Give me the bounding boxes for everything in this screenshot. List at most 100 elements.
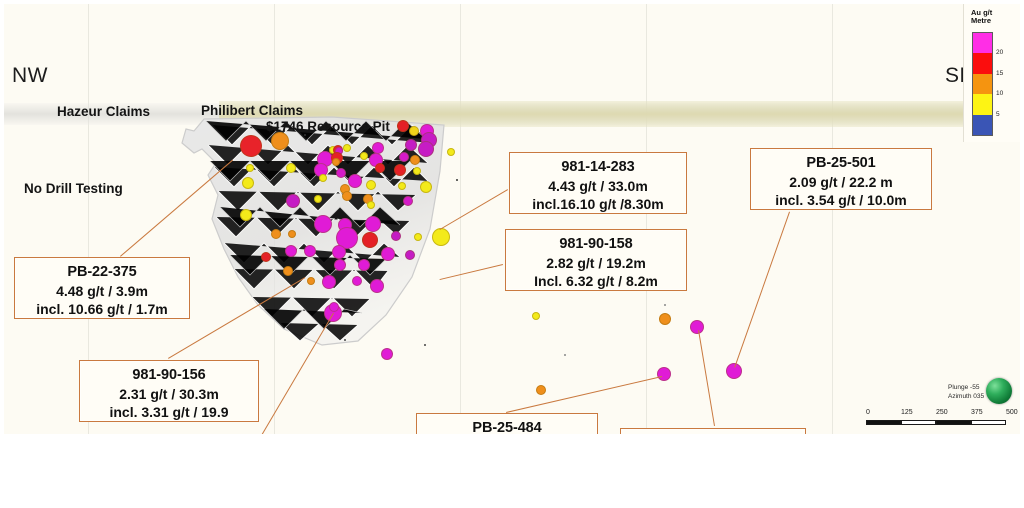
colorbar-band-2 [973, 73, 992, 95]
callout-hole-id: 981-90-156 [132, 367, 206, 383]
colorbar-band-3 [973, 94, 992, 115]
scale-bar-label-0: 0 [866, 409, 870, 416]
intercept-dot [283, 266, 293, 276]
colorbar-legend: Au g/t Metre 20 15 10 5 [963, 4, 1020, 142]
intercept-dot [271, 229, 281, 239]
no-drill-testing-label: No Drill Testing [24, 181, 123, 196]
intercept-dot [397, 120, 409, 132]
speck [456, 179, 458, 181]
orientation-label-nw: NW [12, 64, 48, 87]
hazeur-claims-label: Hazeur Claims [57, 104, 151, 119]
intercept-dot [405, 139, 417, 151]
callout-grade-interval: 4.48 g/t / 3.9m [56, 282, 148, 299]
intercept-dot [366, 180, 376, 190]
scale-bar-label-125: 125 [901, 409, 913, 416]
intercept-dot [343, 144, 351, 152]
callout-981-14-283[interactable]: 981-14-283 4.43 g/t / 33.0m incl.16.10 g/t… [509, 152, 687, 214]
colorbar-band-0 [973, 33, 992, 54]
callout-grade-interval: 2.31 g/t / 30.3m [119, 385, 219, 402]
callout-981-90-158[interactable]: 981-90-158 2.82 g/t / 19.2m Incl. 6.32 g/t… [505, 229, 687, 291]
intercept-dot [242, 177, 254, 189]
callout-included-interval: incl.16.10 g/t /8.30m [532, 196, 664, 213]
intercept-dot [409, 126, 419, 136]
intercept-dot [375, 163, 385, 173]
colorbar-band-4 [973, 114, 992, 135]
resource-pit-label: $1746 Resource Pit [266, 119, 390, 134]
legend-title-line1: Au g/t [971, 8, 993, 17]
colorbar-tick-5: 5 [996, 111, 1000, 119]
callout-included-interval: incl. 3.31 g/t / 19.9 [109, 404, 229, 421]
intercept-dot [358, 259, 370, 271]
intercept-dot [319, 174, 327, 182]
intercept-dot [726, 363, 742, 379]
scale-bar-label-250: 250 [936, 409, 948, 416]
intercept-dot [285, 245, 297, 257]
intercept-dot [314, 195, 322, 203]
callout-grade-interval: 4.43 g/t / 33.0m [548, 177, 648, 194]
intercept-dot [322, 275, 336, 289]
intercept-dot [370, 279, 384, 293]
colorbar-band-1 [973, 53, 992, 74]
colorbar-tick-15: 15 [996, 69, 1004, 77]
intercept-dot [399, 152, 409, 162]
intercept-dot [334, 259, 346, 271]
callout-grade-interval: 2.82 g/t / 19.2m [546, 254, 646, 271]
intercept-dot [381, 247, 395, 261]
callout-grade-interval: 2.09 g/t / 22.2 m [789, 173, 893, 190]
intercept-dot [418, 141, 434, 157]
intercept-dot [381, 348, 393, 360]
scale-bar-label-375: 375 [971, 409, 983, 416]
speck [564, 354, 566, 356]
philibert-claims-label: Philibert Claims [201, 103, 304, 118]
intercept-dot [261, 252, 271, 262]
intercept-dot [304, 245, 316, 257]
intercept-dot [414, 233, 422, 241]
scale-bar-label-500: 500 [1006, 409, 1018, 416]
grid-line [646, 4, 647, 434]
colorbar-gradient [972, 32, 993, 136]
leader-pb-25-501 [734, 211, 790, 368]
intercept-dot [659, 313, 671, 325]
intercept-dot [413, 167, 421, 175]
callout-hole-id: PB-22-375 [67, 264, 137, 280]
callout-included-interval: Incl. 6.32 g/t / 8.2m [534, 273, 658, 290]
bottom-white-strip [0, 434, 1024, 508]
callout-included-interval: incl. 10.66 g/t / 1.7m [36, 301, 168, 318]
intercept-dot [536, 385, 546, 395]
colorbar-tick-10: 10 [996, 90, 1004, 98]
callout-pb-25-501[interactable]: PB-25-501 2.09 g/t / 22.2 m incl. 3.54 g/t… [750, 148, 932, 210]
callout-hole-id: PB-25-484 [472, 420, 542, 436]
grid-line [832, 4, 833, 434]
intercept-dot [410, 155, 420, 165]
intercept-dot [332, 245, 346, 259]
intercept-dot [246, 164, 254, 172]
legend-title: Au g/t Metre [971, 8, 993, 26]
legend-title-line2: Metre [971, 16, 992, 26]
callout-pb-22-375[interactable]: PB-22-375 4.48 g/t / 3.9m incl. 10.66 g/t … [14, 257, 190, 319]
orientation-info: Plunge -55 Azimuth 035 [948, 384, 984, 402]
intercept-dot [314, 215, 332, 233]
speck [344, 339, 346, 341]
intercept-dot [365, 216, 381, 232]
intercept-dot [271, 132, 289, 150]
scale-bar: 0 125 250 375 500 [866, 409, 1018, 428]
callout-981-90-156[interactable]: 981-90-156 2.31 g/t / 30.3m incl. 3.31 g/t… [79, 360, 259, 422]
intercept-dot [657, 367, 671, 381]
intercept-dot [240, 209, 252, 221]
intercept-dot [405, 250, 415, 260]
intercept-dot [342, 191, 352, 201]
azimuth-label: Azimuth 035 [948, 392, 985, 400]
leader-pb-25-484 [506, 376, 663, 413]
scale-bar-segment [866, 420, 901, 425]
speck [304, 134, 306, 136]
callout-hole-id: PB-25-501 [806, 155, 876, 171]
intercept-dot [403, 196, 413, 206]
intercept-dot [362, 232, 378, 248]
scale-bar-segment [901, 420, 936, 425]
intercept-dot [329, 302, 339, 312]
intercept-dot [690, 320, 704, 334]
compass-sphere-icon [986, 378, 1012, 404]
intercept-dot [391, 231, 401, 241]
intercept-dot [332, 158, 340, 166]
